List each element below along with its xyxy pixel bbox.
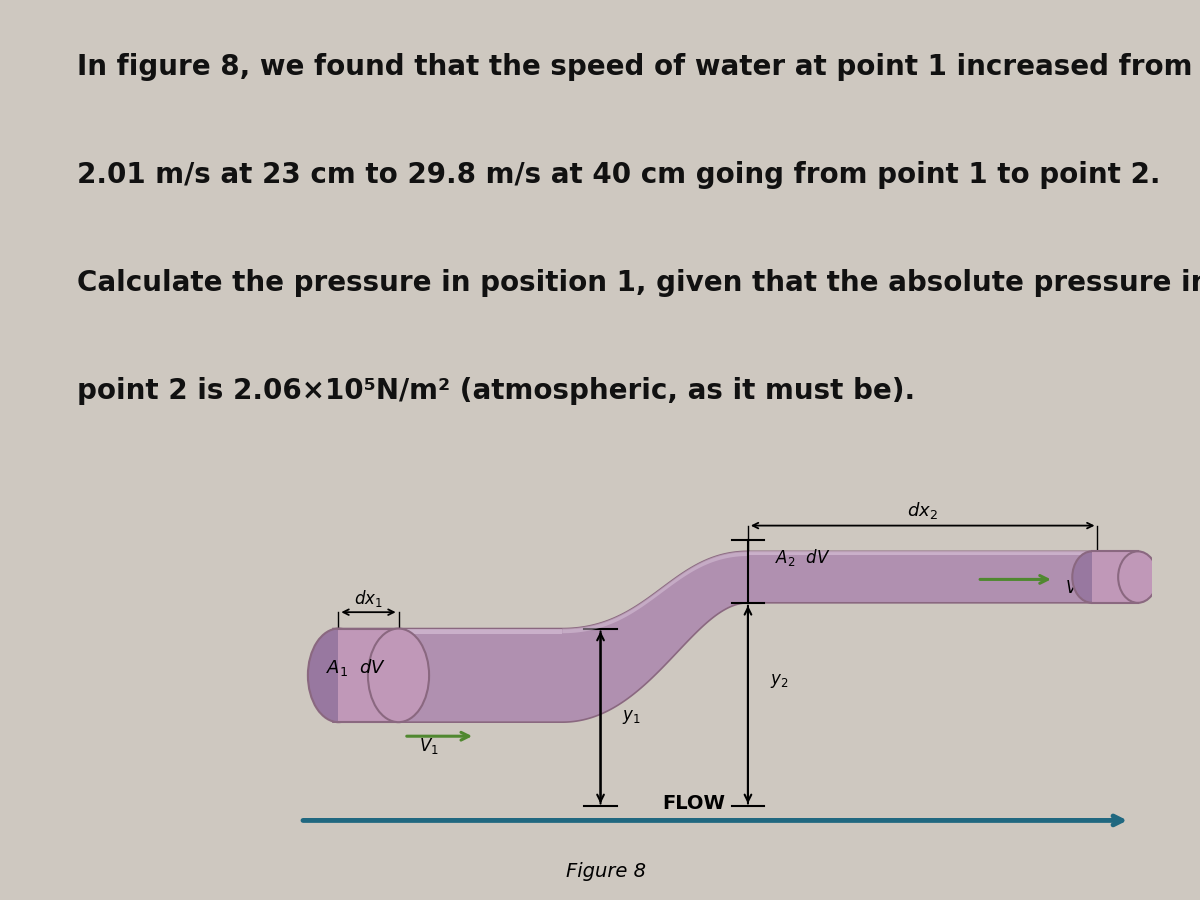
Text: FLOW: FLOW	[662, 794, 725, 813]
Text: In figure 8, we found that the speed of water at point 1 increased from: In figure 8, we found that the speed of …	[77, 52, 1193, 81]
Ellipse shape	[1073, 552, 1111, 603]
Ellipse shape	[368, 628, 430, 722]
Polygon shape	[334, 628, 563, 634]
Polygon shape	[338, 628, 398, 722]
Text: Calculate the pressure in position 1, given that the absolute pressure in: Calculate the pressure in position 1, gi…	[77, 268, 1200, 297]
Ellipse shape	[308, 628, 370, 722]
Text: point 2 is 2.06×10⁵N/m² (atmospheric, as it must be).: point 2 is 2.06×10⁵N/m² (atmospheric, as…	[77, 376, 916, 405]
Text: Figure 8: Figure 8	[566, 861, 646, 880]
Text: 2.01 m/s at 23 cm to 29.8 m/s at 40 cm going from point 1 to point 2.: 2.01 m/s at 23 cm to 29.8 m/s at 40 cm g…	[77, 160, 1160, 189]
Text: $V_2$: $V_2$	[1064, 579, 1085, 599]
Text: $V_1$: $V_1$	[419, 736, 438, 756]
Text: $A_1$  $dV$: $A_1$ $dV$	[326, 657, 386, 678]
Polygon shape	[748, 552, 1098, 555]
Polygon shape	[334, 552, 1098, 722]
Text: $A_2$  $dV$: $A_2$ $dV$	[775, 547, 830, 568]
Text: $dx_1$: $dx_1$	[354, 588, 383, 608]
Ellipse shape	[1118, 552, 1158, 603]
Text: $dx_2$: $dx_2$	[907, 500, 938, 521]
Text: $y_1$: $y_1$	[623, 708, 641, 726]
Polygon shape	[563, 552, 748, 634]
Polygon shape	[1092, 552, 1138, 603]
Text: $y_2$: $y_2$	[770, 672, 788, 690]
